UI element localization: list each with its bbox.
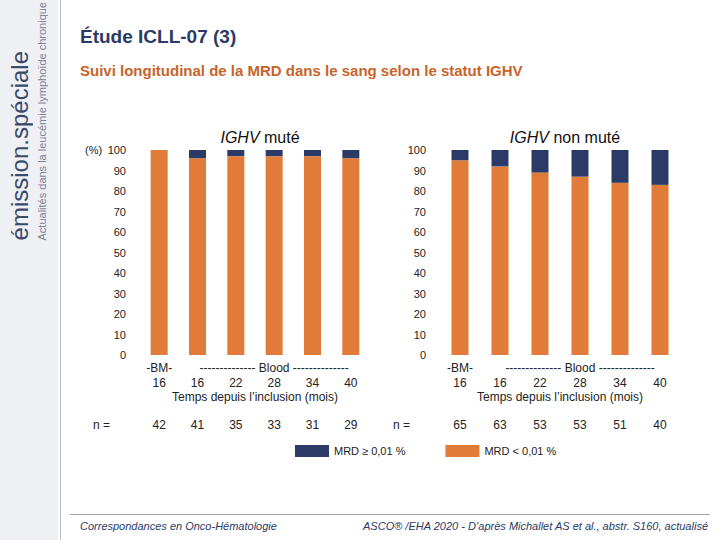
- svg-text:40: 40: [114, 267, 126, 279]
- svg-text:n =: n =: [93, 418, 110, 432]
- svg-text:90: 90: [114, 165, 126, 177]
- svg-text:MRD < 0,01 %: MRD < 0,01 %: [484, 445, 556, 457]
- svg-text:Temps depuis l’inclusion (mois: Temps depuis l’inclusion (mois): [477, 390, 643, 404]
- svg-text:-------------- Blood ---------: -------------- Blood --------------: [200, 361, 349, 375]
- svg-text:28: 28: [267, 376, 281, 390]
- svg-text:100: 100: [408, 144, 426, 156]
- svg-text:-BM-: -BM-: [447, 361, 473, 375]
- svg-text:10: 10: [414, 329, 426, 341]
- svg-text:100: 100: [108, 144, 126, 156]
- svg-text:40: 40: [414, 267, 426, 279]
- svg-text:-------------- Blood ---------: -------------- Blood --------------: [505, 361, 654, 375]
- svg-text:40: 40: [653, 418, 667, 432]
- svg-text:70: 70: [414, 206, 426, 218]
- html-text:Suivi longitudinal de la MRD d: Suivi longitudinal de la MRD dans le san…: [80, 62, 523, 79]
- svg-text:80: 80: [414, 185, 426, 197]
- svg-text:16: 16: [152, 376, 166, 390]
- svg-text:33: 33: [267, 418, 281, 432]
- svg-text:80: 80: [114, 185, 126, 197]
- svg-text:10: 10: [114, 329, 126, 341]
- svg-text:51: 51: [613, 418, 627, 432]
- svg-text:16: 16: [191, 376, 205, 390]
- html-text:ASCO® /EHA 2020 - D’après Mich: ASCO® /EHA 2020 - D’après Michallet AS e…: [363, 520, 708, 532]
- svg-text:70: 70: [114, 206, 126, 218]
- svg-text:63: 63: [493, 418, 507, 432]
- html-text:Correspondances en Onco-Hémato: Correspondances en Onco-Hématologie: [80, 520, 277, 532]
- svg-text:-BM-: -BM-: [146, 361, 172, 375]
- svg-text:0: 0: [420, 349, 426, 361]
- svg-text:28: 28: [573, 376, 587, 390]
- svg-text:53: 53: [573, 418, 587, 432]
- svg-text:Temps depuis l’inclusion (mois: Temps depuis l’inclusion (mois): [172, 390, 338, 404]
- svg-text:muté: muté: [260, 129, 300, 146]
- svg-text:35: 35: [229, 418, 243, 432]
- svg-text:non muté: non muté: [549, 129, 620, 146]
- svg-text:60: 60: [114, 226, 126, 238]
- svg-text:MRD ≥ 0,01 %: MRD ≥ 0,01 %: [334, 445, 406, 457]
- html-text:émission.spéciale: émission.spéciale: [6, 50, 33, 240]
- svg-text:20: 20: [114, 308, 126, 320]
- svg-text:IGHV: IGHV: [220, 129, 260, 146]
- svg-text:65: 65: [453, 418, 467, 432]
- svg-text:(%): (%): [85, 144, 102, 156]
- svg-text:IGHV: IGHV: [510, 129, 550, 146]
- svg-text:60: 60: [414, 226, 426, 238]
- svg-text:34: 34: [613, 376, 627, 390]
- svg-text:n =: n =: [393, 418, 410, 432]
- svg-text:50: 50: [114, 247, 126, 259]
- svg-text:42: 42: [152, 418, 166, 432]
- svg-text:40: 40: [344, 376, 358, 390]
- svg-text:0: 0: [120, 349, 126, 361]
- svg-text:31: 31: [306, 418, 320, 432]
- svg-text:34: 34: [306, 376, 320, 390]
- svg-text:53: 53: [533, 418, 547, 432]
- svg-text:22: 22: [229, 376, 243, 390]
- svg-text:29: 29: [344, 418, 358, 432]
- svg-text:16: 16: [453, 376, 467, 390]
- html-text:Étude ICLL-07 (3): Étude ICLL-07 (3): [80, 26, 237, 47]
- svg-text:50: 50: [414, 247, 426, 259]
- html-text:Actualités dans la leucémie ly: Actualités dans la leucémie lymphoïde ch…: [36, 1, 48, 240]
- svg-text:22: 22: [533, 376, 547, 390]
- svg-text:30: 30: [414, 288, 426, 300]
- svg-text:40: 40: [653, 376, 667, 390]
- svg-text:20: 20: [414, 308, 426, 320]
- svg-text:41: 41: [191, 418, 205, 432]
- svg-text:90: 90: [414, 165, 426, 177]
- svg-text:30: 30: [114, 288, 126, 300]
- svg-text:16: 16: [493, 376, 507, 390]
